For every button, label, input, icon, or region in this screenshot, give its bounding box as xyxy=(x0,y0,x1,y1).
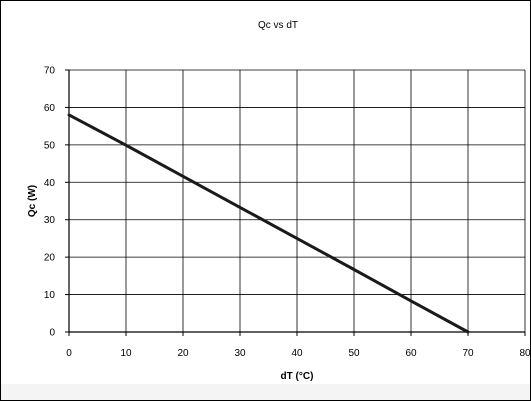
x-tick-label: 10 xyxy=(120,348,132,359)
y-tick-label: 50 xyxy=(44,140,56,151)
y-tick-label: 30 xyxy=(44,215,56,226)
y-tick-labels: 0 10 20 30 40 50 60 70 xyxy=(44,66,56,339)
x-tick-labels: 0 10 20 30 40 50 60 70 80 xyxy=(66,348,531,359)
y-tick-label: 40 xyxy=(44,178,56,189)
x-tick-label: 20 xyxy=(177,348,189,359)
x-tick-label: 80 xyxy=(519,348,531,359)
y-axis-title: Qc (W) xyxy=(27,185,38,217)
x-tick-label: 30 xyxy=(234,348,246,359)
x-axis-title: dT (°C) xyxy=(281,371,314,382)
series-group xyxy=(67,113,470,334)
y-tick-label: 0 xyxy=(49,328,55,339)
y-tick-label: 10 xyxy=(44,290,56,301)
y-tick-label: 70 xyxy=(44,66,56,77)
footer-band xyxy=(1,384,530,400)
x-tick-label: 70 xyxy=(462,348,474,359)
x-tick-label: 40 xyxy=(291,348,303,359)
grid-lines xyxy=(69,69,526,332)
y-tick-label: 60 xyxy=(44,103,56,114)
x-tick-label: 60 xyxy=(405,348,417,359)
chart-title: Qc vs dT xyxy=(258,20,298,31)
y-tick-label: 20 xyxy=(44,253,56,264)
x-tick-label: 0 xyxy=(66,348,72,359)
x-tick-label: 50 xyxy=(348,348,360,359)
series-line xyxy=(67,113,470,334)
